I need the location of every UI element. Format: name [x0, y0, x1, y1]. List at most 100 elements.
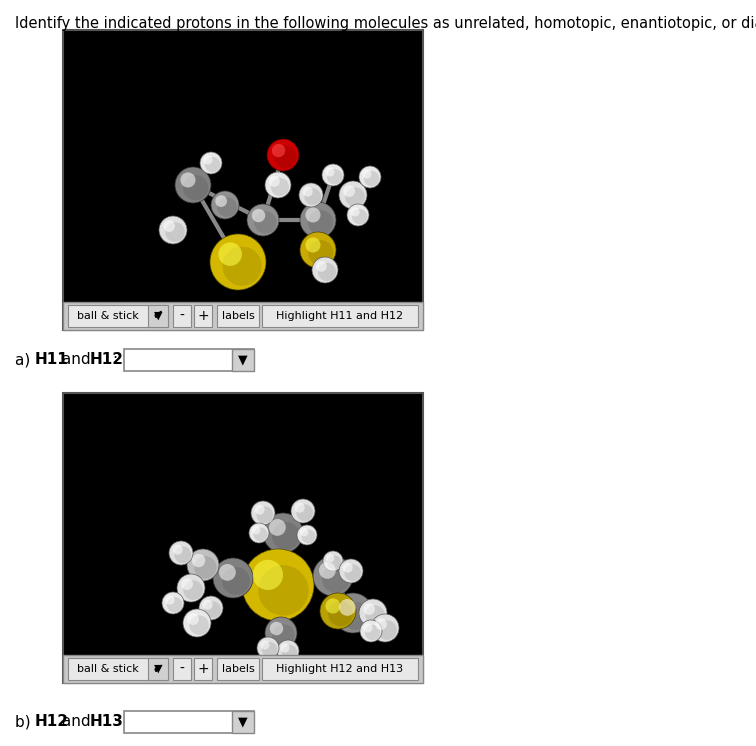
Circle shape: [181, 172, 196, 187]
Text: and: and: [57, 353, 95, 368]
Circle shape: [215, 195, 227, 207]
Circle shape: [363, 604, 375, 615]
Text: :: :: [112, 715, 117, 730]
Text: a): a): [15, 353, 35, 368]
Circle shape: [253, 527, 268, 542]
Bar: [63, 302, 423, 330]
Circle shape: [251, 501, 275, 525]
Circle shape: [347, 204, 369, 226]
Text: :: :: [112, 353, 117, 368]
Circle shape: [345, 565, 361, 581]
Circle shape: [259, 565, 308, 615]
Circle shape: [272, 624, 295, 647]
Circle shape: [187, 613, 199, 625]
Circle shape: [362, 169, 371, 178]
Circle shape: [322, 164, 344, 186]
Circle shape: [166, 222, 185, 242]
Circle shape: [169, 541, 193, 565]
Circle shape: [272, 522, 300, 550]
Circle shape: [282, 645, 297, 660]
Circle shape: [291, 499, 315, 523]
Circle shape: [333, 593, 373, 633]
Circle shape: [305, 237, 321, 252]
Circle shape: [183, 609, 211, 637]
Circle shape: [318, 263, 336, 281]
Circle shape: [328, 601, 353, 627]
Circle shape: [364, 624, 373, 633]
Circle shape: [302, 186, 313, 197]
Bar: [123, 349, 253, 371]
Circle shape: [267, 139, 299, 171]
Circle shape: [252, 526, 260, 534]
Circle shape: [265, 617, 297, 649]
Circle shape: [162, 592, 184, 614]
Circle shape: [316, 261, 327, 272]
Text: ✔: ✔: [153, 310, 163, 322]
Circle shape: [175, 546, 191, 563]
Circle shape: [339, 559, 363, 583]
Circle shape: [203, 600, 212, 609]
Circle shape: [183, 175, 209, 200]
Circle shape: [325, 167, 335, 177]
Circle shape: [210, 234, 266, 290]
Bar: [63, 30, 423, 330]
Circle shape: [183, 580, 203, 600]
Circle shape: [322, 565, 350, 593]
Circle shape: [181, 578, 193, 590]
Circle shape: [218, 242, 242, 266]
Circle shape: [327, 169, 342, 184]
Circle shape: [365, 625, 380, 640]
Circle shape: [277, 640, 299, 662]
Text: and: and: [57, 715, 95, 730]
Circle shape: [312, 257, 338, 283]
Circle shape: [219, 564, 236, 581]
Circle shape: [364, 171, 380, 186]
Circle shape: [365, 605, 385, 625]
Circle shape: [252, 209, 265, 222]
Circle shape: [257, 637, 279, 659]
Bar: [173, 658, 191, 680]
Bar: [194, 305, 212, 327]
Circle shape: [163, 220, 175, 232]
Circle shape: [187, 549, 219, 581]
Text: H11: H11: [35, 353, 68, 368]
Circle shape: [339, 599, 356, 615]
Circle shape: [323, 551, 343, 571]
Circle shape: [295, 503, 305, 513]
Text: +: +: [197, 309, 209, 323]
Bar: [63, 393, 423, 683]
Circle shape: [167, 597, 182, 612]
Bar: [217, 305, 259, 327]
Circle shape: [352, 209, 367, 225]
Circle shape: [274, 146, 296, 169]
Circle shape: [272, 144, 285, 157]
Circle shape: [359, 599, 387, 627]
Bar: [148, 658, 168, 680]
Circle shape: [194, 557, 217, 579]
Circle shape: [305, 189, 321, 205]
Circle shape: [270, 622, 284, 636]
Circle shape: [305, 207, 321, 222]
Text: ball & stick: ball & stick: [77, 664, 139, 674]
Circle shape: [265, 172, 291, 198]
Circle shape: [260, 640, 270, 650]
Circle shape: [189, 615, 209, 635]
Circle shape: [247, 204, 279, 236]
Circle shape: [377, 621, 397, 640]
Circle shape: [326, 554, 334, 562]
Text: H12: H12: [89, 353, 123, 368]
Text: b): b): [15, 715, 36, 730]
Circle shape: [249, 523, 269, 543]
Circle shape: [300, 232, 336, 268]
Bar: [173, 305, 191, 327]
Circle shape: [177, 574, 205, 602]
Text: Highlight H11 and H12: Highlight H11 and H12: [277, 311, 404, 321]
Circle shape: [175, 167, 211, 203]
Bar: [231, 711, 253, 733]
Circle shape: [302, 530, 315, 544]
Circle shape: [296, 504, 313, 521]
Circle shape: [256, 507, 273, 523]
Bar: [63, 655, 423, 683]
Bar: [262, 658, 418, 680]
Circle shape: [222, 567, 250, 595]
